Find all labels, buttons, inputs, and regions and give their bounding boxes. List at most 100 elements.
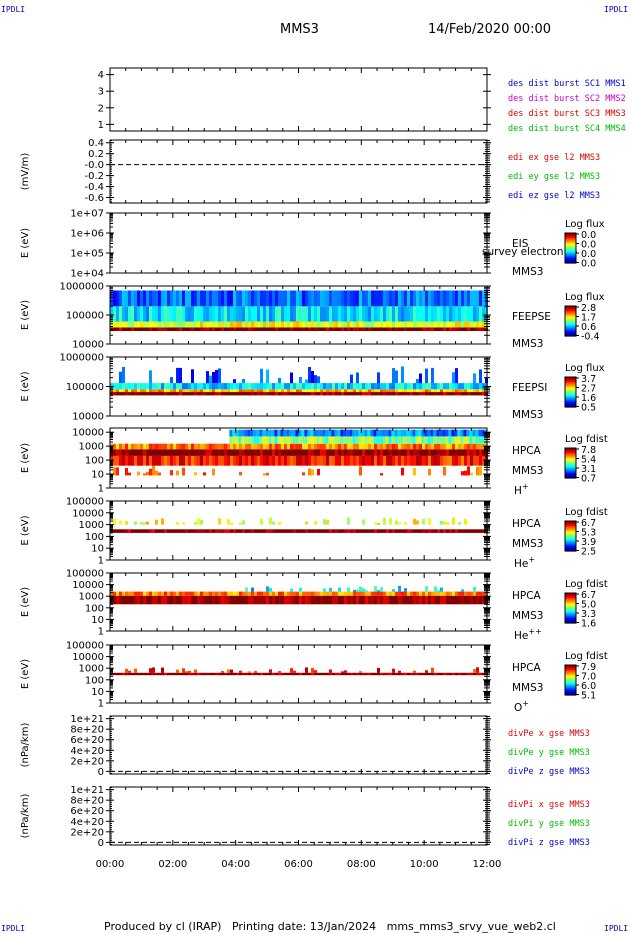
heatmap-cell xyxy=(149,383,152,390)
heatmap-cell xyxy=(308,672,311,676)
heatmap-cell xyxy=(299,443,302,450)
colorbar-segment xyxy=(565,319,576,322)
heatmap-cell xyxy=(473,669,476,673)
heatmap-cell xyxy=(431,449,434,456)
heatmap-cell xyxy=(221,595,224,605)
heatmap-cell xyxy=(458,529,461,533)
heatmap-cell xyxy=(434,586,437,592)
heatmap-cell xyxy=(287,443,290,450)
heatmap-cell xyxy=(338,449,341,456)
heatmap-cell xyxy=(290,443,293,450)
heatmap-cell xyxy=(116,591,119,596)
heatmap-cell xyxy=(209,595,212,605)
heatmap-cell xyxy=(470,672,473,676)
heatmap-cell xyxy=(227,389,230,393)
heatmap-cell xyxy=(422,392,425,396)
heatmap-cell xyxy=(368,306,371,322)
heatmap-cell xyxy=(191,595,194,605)
heatmap-cell xyxy=(161,455,164,466)
heatmap-cell xyxy=(125,321,128,328)
heatmap-cell xyxy=(299,389,302,393)
heatmap-cell xyxy=(319,436,323,444)
heatmap-cell xyxy=(155,519,158,525)
legend-entry: divPi y gse MMS3 xyxy=(508,819,590,829)
panel-frame xyxy=(109,786,488,846)
heatmap-cell xyxy=(269,290,272,307)
heatmap-cell xyxy=(428,529,431,533)
heatmap-cell xyxy=(356,449,359,456)
heatmap-cell xyxy=(317,392,320,396)
heatmap-cell xyxy=(173,591,176,596)
heatmap-cell xyxy=(329,587,332,592)
colorbar-segment xyxy=(565,306,576,308)
heatmap-cell xyxy=(263,321,266,328)
heatmap-cell xyxy=(425,595,428,605)
heatmap-cell xyxy=(248,671,251,673)
time-tick-label: 12:00 xyxy=(473,859,502,870)
heatmap-cell xyxy=(452,529,455,533)
heatmap-cell xyxy=(257,290,260,307)
heatmap-cell xyxy=(461,589,464,592)
heatmap-cell xyxy=(359,383,362,390)
colorbar-tick-label: 0.5 xyxy=(581,403,596,414)
y-tick-label: 1 xyxy=(98,699,104,710)
heatmap-cell xyxy=(119,443,122,450)
heatmap-cell xyxy=(155,470,158,476)
heatmap-cell xyxy=(128,327,131,331)
colorbar-segment xyxy=(565,461,576,464)
heatmap-cell xyxy=(221,671,224,673)
heatmap-cell xyxy=(353,591,356,596)
heatmap-cell xyxy=(371,455,374,466)
heatmap-cell xyxy=(113,321,116,328)
heatmap-cell xyxy=(407,383,410,390)
heatmap-cell xyxy=(467,529,470,533)
y-tick-label: 10 xyxy=(91,687,104,698)
heatmap-cell xyxy=(416,389,419,393)
heatmap-cell xyxy=(194,672,197,676)
heatmap-cell xyxy=(125,383,128,390)
heatmap-cell xyxy=(437,327,440,331)
heatmap-cell xyxy=(449,449,452,456)
heatmap-cell xyxy=(356,455,359,466)
heatmap-cell xyxy=(239,327,242,331)
heatmap-cell xyxy=(230,529,233,533)
heatmap-cell xyxy=(481,436,485,444)
heatmap-cell xyxy=(301,436,305,444)
heatmap-cell xyxy=(119,529,122,533)
heatmap-cell xyxy=(479,369,482,384)
heatmap-cell xyxy=(392,449,395,456)
heatmap-cell xyxy=(329,529,332,533)
heatmap-cell xyxy=(275,392,278,396)
heatmap-cell xyxy=(398,449,401,456)
heatmap-cell xyxy=(440,306,443,322)
heatmap-cell xyxy=(482,389,485,393)
heatmap-cell xyxy=(167,290,170,307)
heatmap-cell xyxy=(203,591,206,596)
heatmap-cell xyxy=(215,672,218,676)
heatmap-cell xyxy=(467,595,470,605)
heatmap-cell xyxy=(317,290,320,307)
heatmap-cell xyxy=(227,392,230,396)
heatmap-cell xyxy=(113,672,116,676)
heatmap-cell xyxy=(281,529,284,533)
heatmap-cell xyxy=(260,392,263,396)
heatmap-cell xyxy=(323,529,326,533)
heatmap-cell xyxy=(179,591,182,596)
heatmap-cell xyxy=(446,392,449,396)
heatmap-cell xyxy=(341,671,344,673)
heatmap-cell xyxy=(155,529,158,533)
heatmap-cell xyxy=(152,591,155,596)
heatmap-cell xyxy=(173,383,176,390)
y-tick-label: 1000000 xyxy=(59,282,104,293)
heatmap-cell xyxy=(382,436,386,444)
heatmap-cell xyxy=(296,306,299,322)
heatmap-cell xyxy=(155,591,158,596)
heatmap-cell xyxy=(455,383,458,390)
colorbar-segment xyxy=(565,250,576,253)
colorbar-segment xyxy=(565,382,576,384)
colorbar-segment xyxy=(565,675,576,677)
heatmap-cell xyxy=(467,672,470,676)
heatmap-cell xyxy=(176,367,179,384)
heatmap-cell xyxy=(215,591,218,596)
heatmap-cell xyxy=(290,668,293,673)
